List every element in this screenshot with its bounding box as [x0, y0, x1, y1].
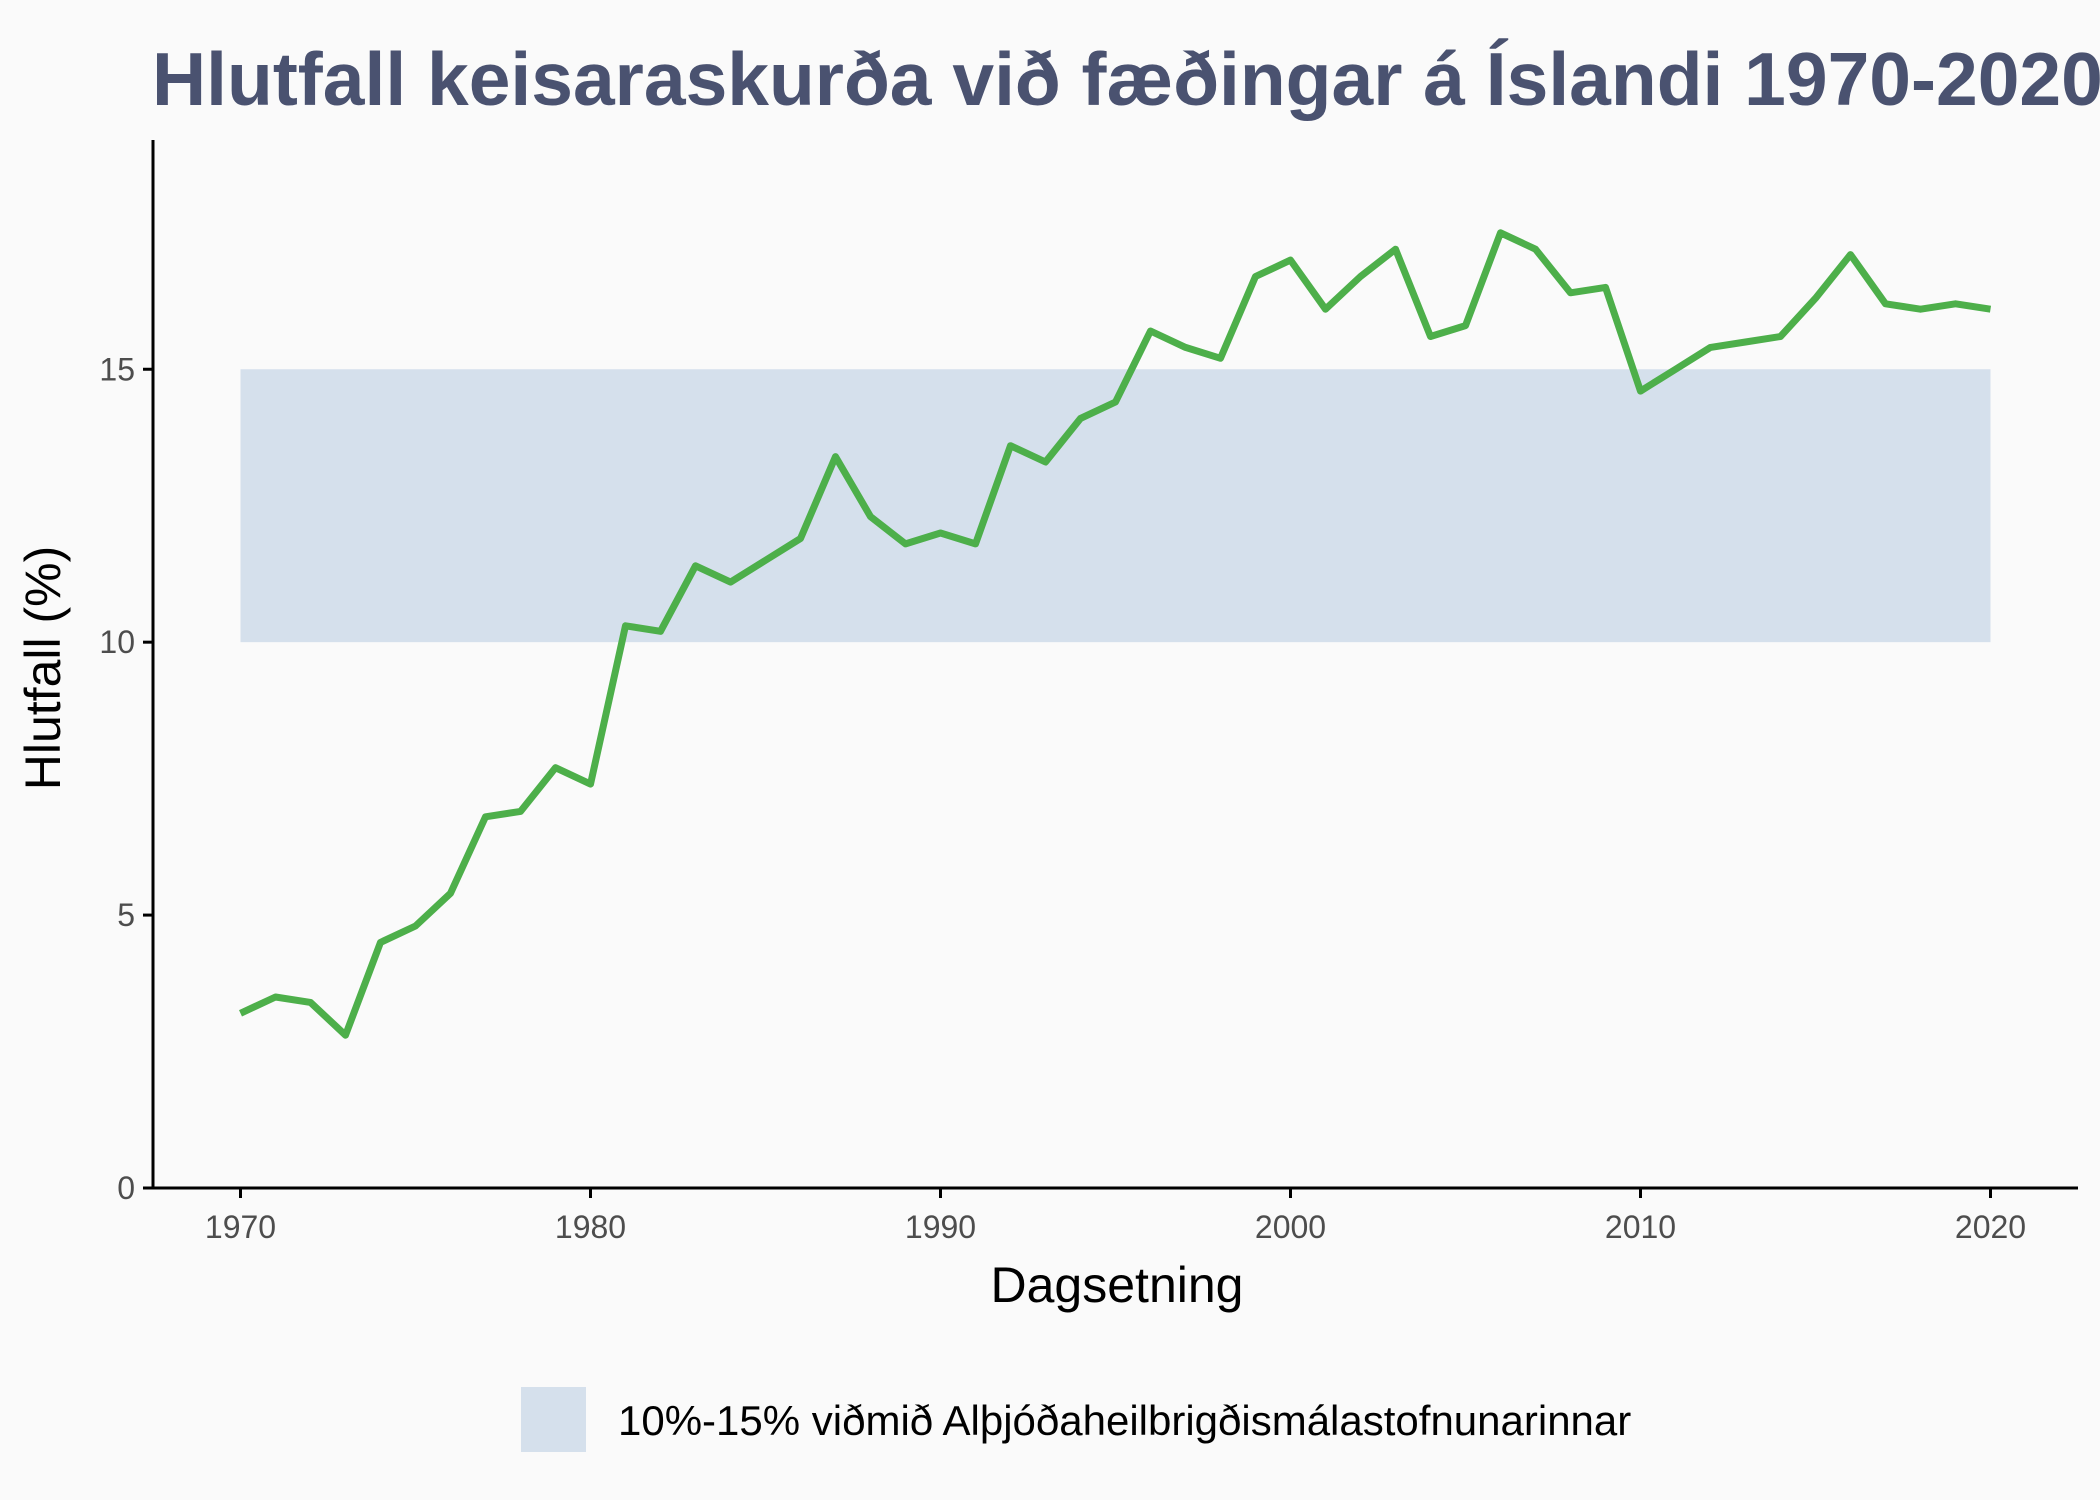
series-line [239, 229, 1992, 1039]
x-tick-label: 1970 [205, 1209, 276, 1245]
x-tick-label: 2020 [1955, 1209, 2026, 1245]
series-line-layer [239, 229, 1992, 1039]
reference-band-layer [240, 369, 1991, 643]
legend: 10%-15% viðmið Alþjóðaheilbrigðismálasto… [521, 1387, 1631, 1452]
reference-band [240, 369, 1991, 643]
x-tick-label: 1980 [555, 1209, 626, 1245]
y-tick-label: 0 [117, 1170, 135, 1206]
x-axis-title: Dagsetning [991, 1257, 1244, 1313]
y-tick-label: 15 [99, 351, 135, 387]
chart-title: Hlutfall keisaraskurða við fæðingar á Ís… [152, 37, 2100, 121]
axes-layer: 1970 1980 1990 2000 2010 2020 0 5 10 15 [99, 140, 2078, 1245]
y-axis-title: Hlutfall (%) [15, 546, 71, 790]
y-tick-label: 5 [117, 897, 135, 933]
legend-label: 10%-15% viðmið Alþjóðaheilbrigðismálasto… [618, 1397, 1631, 1444]
legend-key-band [521, 1387, 586, 1452]
x-tick-label: 1990 [905, 1209, 976, 1245]
x-tick-label: 2010 [1605, 1209, 1676, 1245]
y-tick-label: 10 [99, 624, 135, 660]
x-tick-label: 2000 [1255, 1209, 1326, 1245]
